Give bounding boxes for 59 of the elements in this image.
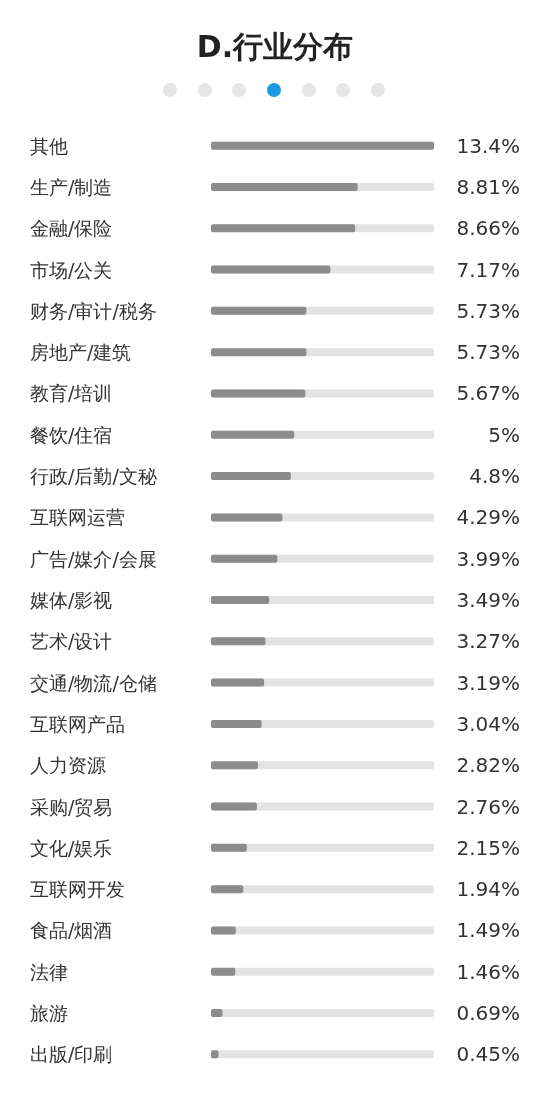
y-tick-label: 金融/保险 <box>30 217 113 240</box>
bar <box>211 719 262 728</box>
bar <box>211 513 283 522</box>
data-label: 13.4% <box>456 133 520 158</box>
bar <box>211 637 266 646</box>
data-label: 3.19% <box>456 670 520 695</box>
data-label: 4.8% <box>469 464 520 489</box>
y-tick-label: 文化/娱乐 <box>30 836 113 859</box>
data-label: 5.67% <box>456 381 520 406</box>
data-label: 3.27% <box>456 629 520 654</box>
data-label: 3.04% <box>456 711 520 736</box>
data-label: 3.99% <box>456 546 520 571</box>
bar <box>211 885 244 894</box>
data-label: 7.17% <box>456 257 520 282</box>
y-tick-label: 采购/贸易 <box>30 795 113 818</box>
y-tick-label: 互联网运营 <box>30 506 125 529</box>
bar <box>211 967 236 976</box>
y-tick-label: 出版/印刷 <box>30 1043 113 1066</box>
y-tick-label: 行政/后勤/文秘 <box>30 465 157 488</box>
y-tick-label: 人力资源 <box>30 754 106 777</box>
bar <box>211 843 247 852</box>
bar <box>211 926 236 935</box>
data-label: 1.94% <box>456 877 520 902</box>
y-tick-label: 法律 <box>30 960 68 983</box>
y-tick-label: 教育/培训 <box>30 382 113 405</box>
data-label: 1.49% <box>456 918 520 943</box>
bar <box>211 554 278 563</box>
data-label: 3.49% <box>456 588 520 612</box>
data-label: 0.45% <box>456 1042 520 1067</box>
y-tick-label: 旅游 <box>30 1002 68 1025</box>
data-label: 8.81% <box>456 174 520 199</box>
y-tick-label: 其他 <box>30 134 68 157</box>
y-tick-label: 艺术/设计 <box>30 630 113 653</box>
data-label: 5.73% <box>456 340 520 365</box>
data-label: 2.76% <box>456 794 520 819</box>
y-tick-label: 互联网产品 <box>30 712 125 735</box>
data-label: 2.82% <box>456 753 520 778</box>
data-label: 4.29% <box>456 505 520 530</box>
y-tick-label: 交通/物流/仓储 <box>30 671 157 694</box>
data-label: 1.46% <box>456 959 520 984</box>
data-label: 5% <box>488 422 520 447</box>
y-tick-label: 互联网开发 <box>30 878 125 901</box>
chart-title: D.行业分布 <box>196 28 354 64</box>
y-tick-label: 餐饮/住宿 <box>30 423 113 446</box>
data-label: 2.15% <box>456 835 520 860</box>
y-tick-label: 食品/烟酒 <box>30 919 113 942</box>
bar <box>211 596 270 604</box>
y-tick-label: 生产/制造 <box>30 175 113 198</box>
bar <box>211 678 265 687</box>
y-tick-label: 房地产/建筑 <box>30 341 132 364</box>
bar <box>211 761 258 770</box>
y-tick-label: 广告/媒介/会展 <box>30 547 157 570</box>
y-tick-label: 市场/公关 <box>30 258 113 281</box>
bar <box>211 802 257 811</box>
data-label: 8.66% <box>456 216 520 241</box>
y-tick-label: 媒体/影视 <box>30 589 113 611</box>
data-label: 0.69% <box>456 1001 520 1026</box>
y-tick-label: 财务/审计/税务 <box>30 299 157 322</box>
data-label: 5.73% <box>456 298 520 323</box>
